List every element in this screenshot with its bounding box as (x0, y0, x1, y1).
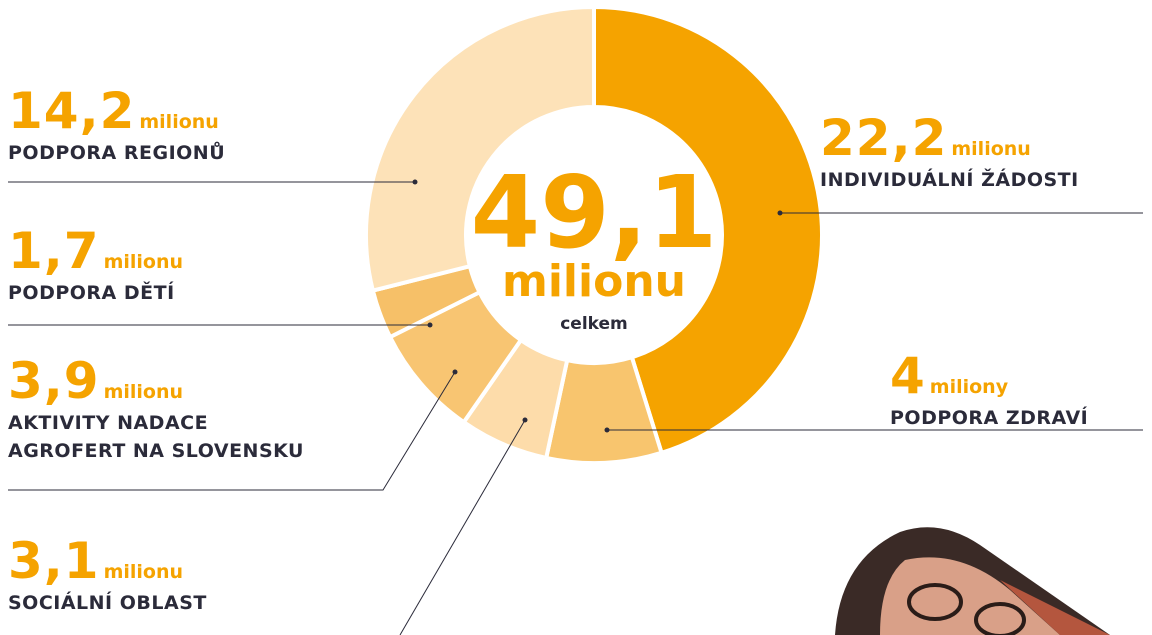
total-unit: milionu (502, 256, 686, 307)
segment-label: 3,9 milionu AKTIVITY NADACE AGROFERT NA SL… (8, 355, 308, 465)
value-unit: miliony (929, 376, 1009, 398)
segment-label: 4 miliony PODPORA ZDRAVÍ (890, 350, 1152, 432)
leader-dot (427, 322, 433, 328)
leader-dot (604, 427, 610, 433)
category-label: PODPORA REGIONŮ (8, 142, 226, 164)
value-label: 4 (890, 347, 926, 405)
value-label: 3,1 (8, 532, 100, 590)
category-label: PODPORA ZDRAVÍ (890, 407, 1089, 429)
value-unit: milionu (103, 381, 184, 403)
value-label: 1,7 (8, 222, 100, 280)
leader-dot (522, 417, 528, 423)
value-unit: milionu (139, 111, 219, 133)
value-row: 22,2 milionu (820, 112, 1120, 164)
value-row: 14,2 milionu (8, 85, 308, 137)
category-label: INDIVIDUÁLNÍ ŽÁDOSTI (820, 169, 1079, 191)
donut-segment (364, 4, 596, 294)
leader-line (399, 419, 526, 635)
value-label: 3,9 (8, 352, 100, 410)
leader-dot (452, 369, 458, 375)
value-row: 1,7 milionu (8, 225, 308, 277)
photo (835, 527, 1110, 635)
segment-label: 14,2 milionu PODPORA REGIONŮ (8, 85, 308, 167)
value-row: 4 miliony (890, 350, 1152, 402)
category-label: AKTIVITY NADACE AGROFERT NA SLOVENSKU (8, 412, 304, 462)
value-row: 3,9 milionu (8, 355, 308, 407)
category-label: SOCIÁLNÍ OBLAST (8, 592, 207, 614)
leader-line (8, 371, 456, 491)
value-label: 22,2 (820, 109, 948, 167)
total-note: celkem (560, 314, 628, 334)
segment-label: 3,1 milionu SOCIÁLNÍ OBLAST (8, 535, 308, 617)
leader-dot (412, 179, 418, 185)
value-unit: milionu (951, 138, 1031, 160)
value-label: 14,2 (8, 82, 136, 140)
segment-label: 22,2 milionu INDIVIDUÁLNÍ ŽÁDOSTI (820, 112, 1120, 194)
segment-label: 1,7 milionu PODPORA DĚTÍ (8, 225, 308, 307)
leader-dot (777, 210, 783, 216)
total-value: 49,1 (470, 154, 718, 271)
category-label: PODPORA DĚTÍ (8, 282, 175, 304)
value-row: 3,1 milionu (8, 535, 308, 587)
value-unit: milionu (103, 561, 184, 583)
value-unit: milionu (103, 251, 184, 273)
